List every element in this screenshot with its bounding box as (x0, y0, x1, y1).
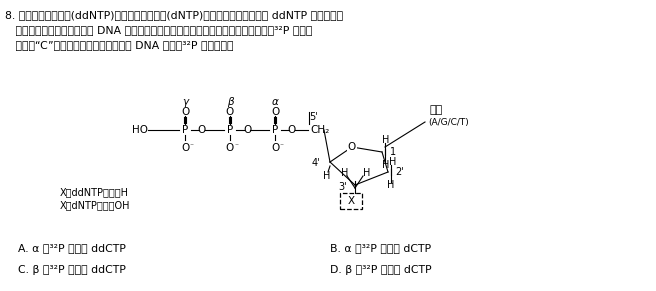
Text: 8. 双脱氧三磷酸核苷(ddNTP)与脱氧三磷酸核苷(dNTP)的结构如图所示。已知 ddNTP 按碱基互补: 8. 双脱氧三磷酸核苷(ddNTP)与脱氧三磷酸核苷(dNTP)的结构如图所示。… (5, 10, 343, 20)
Text: ⁻: ⁻ (279, 141, 283, 150)
Text: HO: HO (132, 125, 148, 135)
Text: α: α (272, 97, 278, 107)
Text: CH₂: CH₂ (310, 125, 329, 135)
Text: O: O (271, 143, 279, 153)
Text: X: X (348, 196, 354, 206)
Text: ⁻: ⁻ (234, 141, 238, 150)
Text: 以碱基“C”为末端的、不同长度的子链 DNA 片段。³²P 需要标记在: 以碱基“C”为末端的、不同长度的子链 DNA 片段。³²P 需要标记在 (5, 40, 234, 50)
Text: O: O (288, 125, 296, 135)
Text: A. α 位³²P 标记的 ddCTP: A. α 位³²P 标记的 ddCTP (18, 243, 126, 253)
Text: O: O (226, 143, 234, 153)
Text: P: P (272, 125, 278, 135)
Text: H: H (323, 171, 331, 181)
Text: O: O (198, 125, 206, 135)
Text: H: H (387, 180, 395, 190)
Text: H: H (382, 160, 390, 170)
Text: γ: γ (182, 97, 188, 107)
Text: 1: 1 (390, 147, 396, 157)
Text: 4': 4' (312, 158, 320, 168)
Text: O: O (348, 142, 356, 152)
Text: 配对的方式加到正在复制的 DNA 子链中后，子链的延伸会立即终止。某同学想获得被³²P 标记且: 配对的方式加到正在复制的 DNA 子链中后，子链的延伸会立即终止。某同学想获得被… (5, 25, 312, 35)
Text: 碱基: 碱基 (430, 105, 443, 115)
Text: X在dNTP中表示OH: X在dNTP中表示OH (60, 200, 131, 210)
Text: P: P (227, 125, 233, 135)
Text: C. β 位³²P 标记的 ddCTP: C. β 位³²P 标记的 ddCTP (18, 265, 126, 275)
Text: P: P (182, 125, 188, 135)
Text: D. β 位³²P 标记的 dCTP: D. β 位³²P 标记的 dCTP (330, 265, 432, 275)
Text: H: H (341, 168, 349, 178)
Text: 2': 2' (395, 167, 403, 177)
FancyBboxPatch shape (340, 193, 362, 209)
Text: O: O (181, 107, 189, 117)
Text: H: H (382, 135, 390, 145)
Text: H: H (363, 168, 371, 178)
Text: (A/G/C/T): (A/G/C/T) (428, 118, 469, 127)
Text: O: O (181, 143, 189, 153)
Text: 3': 3' (338, 182, 347, 192)
Text: β: β (227, 97, 234, 107)
Text: 5': 5' (309, 112, 318, 122)
Text: O: O (271, 107, 279, 117)
Text: O: O (226, 107, 234, 117)
Text: B. α 位³²P 标记的 dCTP: B. α 位³²P 标记的 dCTP (330, 243, 431, 253)
Text: H: H (389, 157, 397, 167)
Text: ⁻: ⁻ (189, 141, 193, 150)
Text: O: O (243, 125, 251, 135)
Text: X在ddNTP中表示H: X在ddNTP中表示H (60, 187, 129, 197)
